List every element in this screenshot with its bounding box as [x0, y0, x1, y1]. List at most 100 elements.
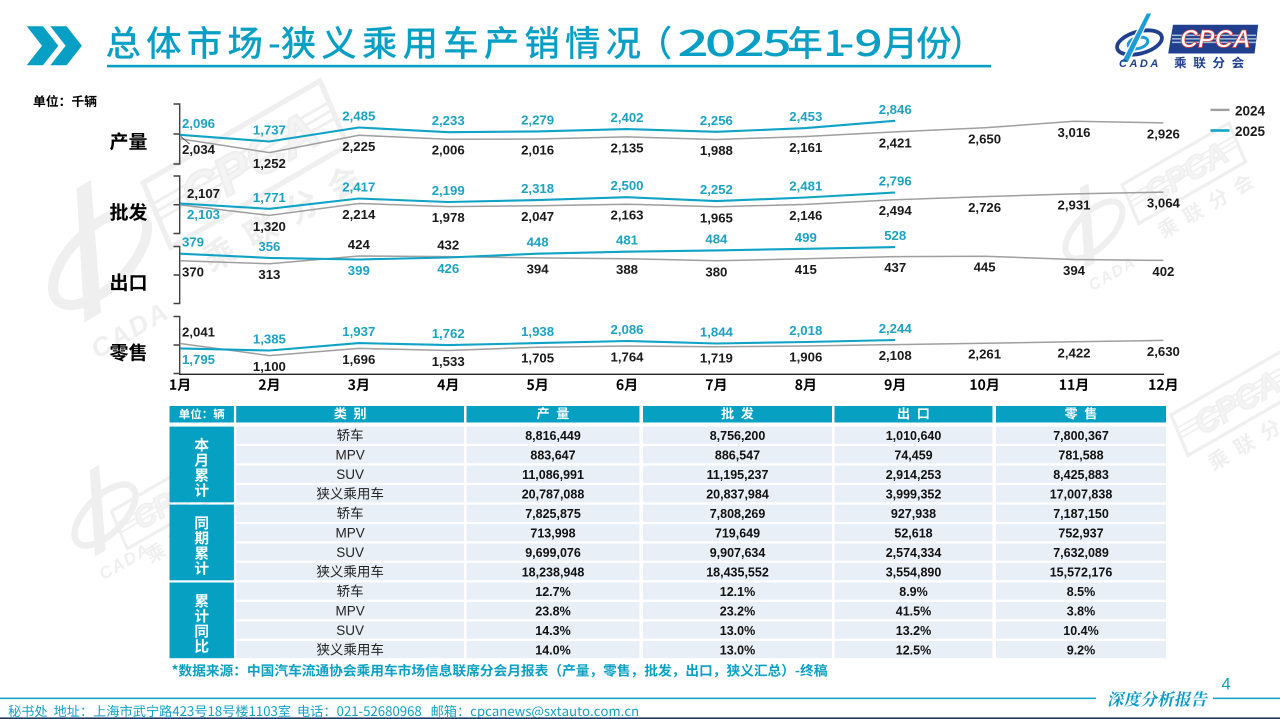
svg-text:356: 356	[258, 239, 280, 254]
svg-text:7,808,269: 7,808,269	[710, 507, 766, 521]
svg-text:1,795: 1,795	[182, 352, 215, 367]
svg-text:2,103: 2,103	[187, 207, 220, 222]
svg-text:7,187,150: 7,187,150	[1053, 507, 1109, 521]
svg-text:17,007,838: 17,007,838	[1050, 488, 1113, 502]
svg-text:2,279: 2,279	[521, 112, 554, 127]
svg-text:402: 402	[1152, 264, 1174, 279]
svg-text:2,252: 2,252	[700, 182, 733, 197]
svg-text:2,086: 2,086	[610, 322, 643, 337]
svg-text:2,796: 2,796	[879, 174, 912, 189]
svg-text:3,999,352: 3,999,352	[886, 488, 942, 502]
svg-text:752,937: 752,937	[1058, 526, 1103, 540]
svg-text:1,988: 1,988	[700, 143, 733, 158]
svg-text:2,108: 2,108	[879, 348, 912, 363]
svg-text:2,574,334: 2,574,334	[886, 546, 942, 560]
svg-text:15,572,176: 15,572,176	[1050, 565, 1113, 579]
svg-text:1,737: 1,737	[253, 123, 286, 138]
svg-text:432: 432	[437, 238, 459, 253]
svg-text:8.5%: 8.5%	[1067, 585, 1096, 599]
svg-text:2,107: 2,107	[187, 186, 220, 201]
svg-text:2,135: 2,135	[610, 140, 643, 155]
svg-text:2,214: 2,214	[342, 207, 376, 222]
svg-text:23.2%: 23.2%	[720, 604, 755, 618]
svg-text:2,006: 2,006	[432, 143, 465, 158]
svg-text:484: 484	[705, 231, 728, 246]
svg-text:2,485: 2,485	[342, 109, 375, 124]
svg-text:SUV: SUV	[336, 623, 364, 638]
svg-text:7,825,875: 7,825,875	[525, 507, 581, 521]
svg-text:13.0%: 13.0%	[720, 624, 755, 638]
svg-text:2,041: 2,041	[182, 325, 215, 340]
svg-text:528: 528	[884, 228, 906, 243]
svg-text:437: 437	[884, 260, 906, 275]
svg-text:2,422: 2,422	[1057, 345, 1090, 360]
svg-text:8,756,200: 8,756,200	[710, 429, 766, 443]
svg-text:1,010,640: 1,010,640	[886, 429, 942, 443]
svg-text:2,926: 2,926	[1147, 126, 1180, 141]
svg-text:11,086,991: 11,086,991	[522, 468, 584, 482]
svg-text:3,064: 3,064	[1147, 196, 1181, 211]
svg-text:2,318: 2,318	[521, 181, 554, 196]
svg-text:MPV: MPV	[335, 603, 364, 618]
svg-text:74,459: 74,459	[894, 449, 932, 463]
svg-text:SUV: SUV	[336, 467, 364, 482]
svg-text:9.2%: 9.2%	[1067, 643, 1096, 657]
svg-text:52,618: 52,618	[894, 526, 932, 540]
svg-text:3,554,890: 3,554,890	[886, 565, 942, 579]
svg-text:1,696: 1,696	[342, 352, 375, 367]
svg-text:2,244: 2,244	[879, 321, 913, 336]
svg-text:2,402: 2,402	[610, 110, 643, 125]
svg-text:13.2%: 13.2%	[896, 624, 931, 638]
svg-text:388: 388	[616, 262, 638, 277]
svg-text:14.0%: 14.0%	[535, 643, 570, 657]
svg-text:1,978: 1,978	[432, 210, 465, 225]
svg-text:2024: 2024	[1235, 103, 1266, 118]
svg-text:2,494: 2,494	[879, 203, 913, 218]
svg-text:7,632,089: 7,632,089	[1053, 546, 1109, 560]
svg-text:2,018: 2,018	[789, 323, 822, 338]
svg-text:2,047: 2,047	[521, 209, 554, 224]
svg-text:8.9%: 8.9%	[899, 585, 928, 599]
svg-text:CADA: CADA	[1119, 58, 1161, 70]
svg-text:2,256: 2,256	[700, 113, 733, 128]
svg-text:2025: 2025	[1235, 124, 1266, 139]
svg-text:1,965: 1,965	[700, 210, 733, 225]
svg-text:415: 415	[795, 262, 817, 277]
svg-text:2,500: 2,500	[610, 178, 643, 193]
svg-text:1,844: 1,844	[700, 325, 734, 340]
svg-text:1,385: 1,385	[253, 332, 286, 347]
svg-text:424: 424	[348, 237, 371, 252]
svg-text:883,647: 883,647	[530, 449, 575, 463]
svg-text:2,199: 2,199	[432, 183, 465, 198]
svg-text:2,225: 2,225	[342, 139, 375, 154]
svg-text:2,846: 2,846	[879, 102, 912, 117]
svg-text:2,417: 2,417	[342, 180, 375, 195]
svg-text:1,938: 1,938	[521, 324, 554, 339]
svg-text:445: 445	[974, 260, 996, 275]
svg-text:9,699,076: 9,699,076	[525, 546, 581, 560]
svg-text:2,261: 2,261	[968, 347, 1001, 362]
svg-text:CPCA: CPCA	[1180, 26, 1251, 54]
svg-text:2,096: 2,096	[182, 116, 215, 131]
svg-text:886,547: 886,547	[715, 449, 760, 463]
svg-text:41.5%: 41.5%	[896, 604, 931, 618]
svg-text:927,938: 927,938	[891, 507, 936, 521]
svg-text:7,800,367: 7,800,367	[1053, 429, 1109, 443]
svg-text:448: 448	[527, 235, 549, 250]
svg-text:1,762: 1,762	[432, 326, 465, 341]
svg-text:2,630: 2,630	[1147, 344, 1180, 359]
svg-text:2,481: 2,481	[789, 179, 822, 194]
svg-text:1,906: 1,906	[789, 350, 822, 365]
svg-text:394: 394	[1063, 263, 1086, 278]
svg-text:2,161: 2,161	[789, 140, 822, 155]
svg-text:10.4%: 10.4%	[1063, 624, 1098, 638]
svg-text:1,937: 1,937	[342, 324, 375, 339]
svg-text:18,435,552: 18,435,552	[706, 565, 769, 579]
svg-text:379: 379	[182, 235, 204, 250]
svg-text:719,649: 719,649	[715, 526, 760, 540]
svg-text:SUV: SUV	[336, 545, 364, 560]
svg-text:2,016: 2,016	[521, 143, 554, 158]
svg-text:2,650: 2,650	[968, 131, 1001, 146]
svg-text:2,453: 2,453	[789, 109, 822, 124]
svg-text:2,914,253: 2,914,253	[886, 468, 942, 482]
